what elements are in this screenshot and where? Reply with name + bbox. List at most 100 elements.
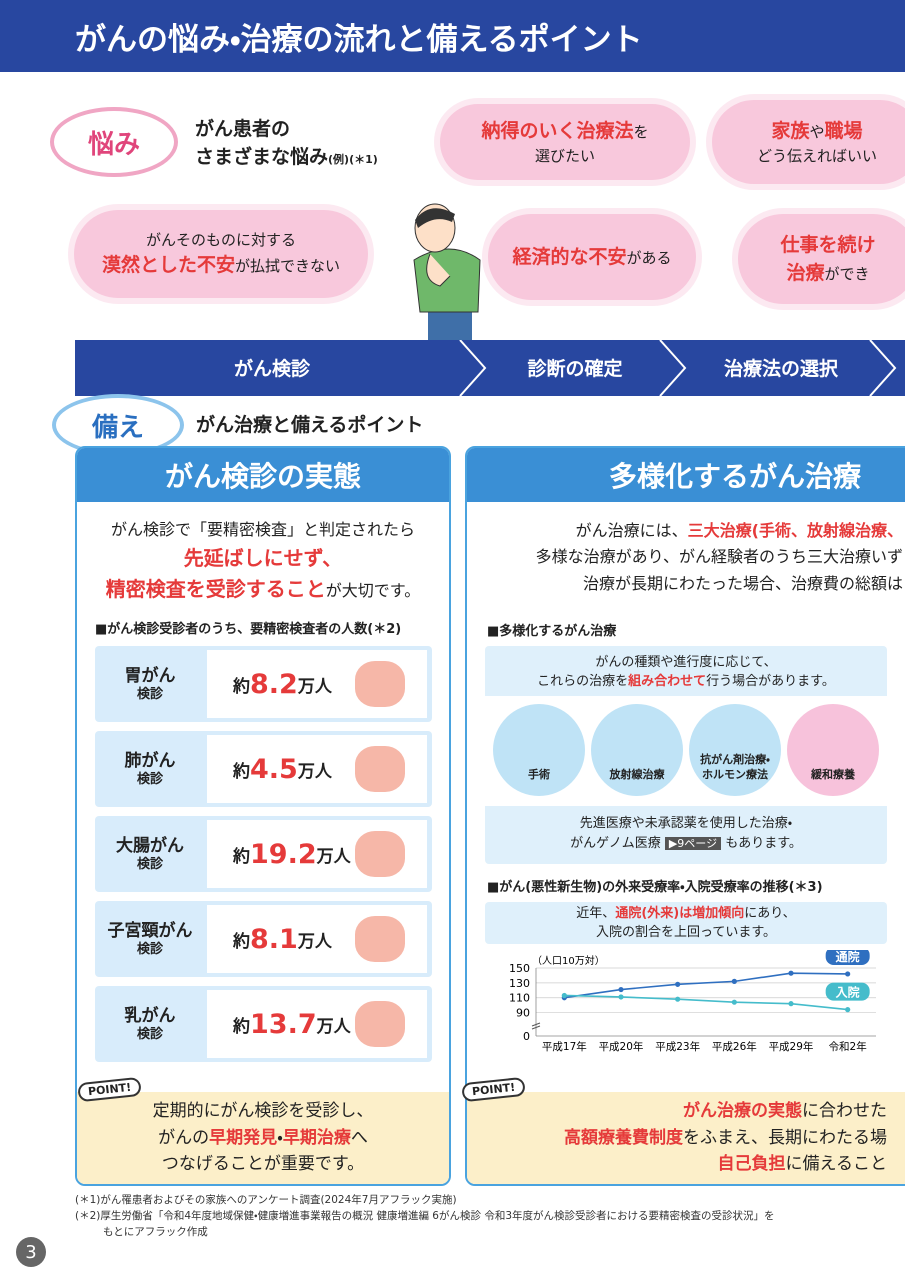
text-segment: に備えること [785,1154,888,1175]
panel-title-text: がん検診の実態 [164,460,361,493]
text-segment: 早期発見 [209,1127,278,1148]
value-number: 19.2 [250,838,317,870]
text-segment: 治療が長期にわたった場合、治療費の総額は [582,573,903,593]
item-name: 乳がん 検診 [95,986,205,1062]
text-segment: がんゲノム医療 [570,836,665,852]
worried-man-illustration [413,203,481,340]
data-point [561,992,567,999]
value-unit: 万人 [297,761,332,782]
text-segment: ▶9ページ [664,837,722,851]
page-title: がんの悩み・治療の流れと備えるポイント [75,22,643,58]
data-point [618,986,624,993]
text-segment: が大切です。 [325,580,421,600]
organ-icon [355,661,405,707]
value-prefix: 約 [233,761,250,782]
text-segment: 治療 [786,262,825,284]
treatment-intro: がん治療には、三大治療(手術、放射線治療、 多様な治療があり、がん経験者のうち三大… [491,518,903,597]
text-line: 納得のいく治療法を [481,117,648,146]
worry-cloud: 経済的な不安がある [488,214,696,300]
footnotes: (＊1)がん罹患者およびその家族へのアンケート調査(2024年7月アフラック実施… [75,1193,775,1240]
text-line: 先延ばしにせず、 [77,543,449,574]
trend-desc: 近年、通院(外来)は増加傾向にあり、 入院の割合を上回っています。 [485,905,887,943]
organ-icon [355,1001,405,1047]
badge-text: 備え [91,412,144,443]
text-segment: 仕事を続け [780,233,876,256]
text-segment: 納得のいく治療法 [481,119,634,142]
x-tick-label: 平成20年 [599,1040,644,1053]
screening-intro: がん検診で「要精密検査」と判定されたら 先延ばしにせず、 精密検査を受診することが大… [77,518,449,605]
flow-bar: がん検診 診断の確定 治療法の選択 [75,340,905,396]
data-point [845,971,851,977]
item-sub: 検診 [136,771,163,787]
item-name: 胃がん 検診 [95,646,205,722]
text-segment: がん患者の [195,118,291,140]
y-tick-label: 90 [516,1007,530,1020]
treatment-panel: 多様化するがん治療 がん治療には、三大治療(手術、放射線治療、 多様な治療があり、… [465,446,905,1186]
chevron [459,340,487,396]
trend-chart: （人口10万対） 0 90 110 130 150 平成17年 平成20年 平成23年 平成26年… [509,950,876,1053]
value-unit: 万人 [297,676,332,697]
text-segment: にあり、 [744,906,796,921]
trend-title: ■がん(悪性新生物)の外来受療率・入院受療率の推移(＊3) [487,876,823,895]
value-prefix: 約 [233,931,250,952]
page-number: 3 [16,1237,46,1267]
text-segment: もあります。 [721,836,802,852]
item-value: 約 8.2 万人 [207,650,427,718]
value-prefix: 約 [233,676,250,697]
text-segment: 抗がん剤治療・ [700,753,770,767]
hair [415,208,455,228]
text-segment: 組み合わせて [628,673,707,689]
screening-item: 乳がん 検診約 13.7 万人 [95,986,432,1062]
text-line: 定期的にがん検診を受診し、 [77,1098,449,1124]
diverse-box: がんの種類や進行度に応じて、 これらの治療を組み合わせて行う場合があります。 手術… [485,646,887,864]
text-segment: 精密検査を受診すること [105,576,326,601]
data-point [618,994,624,1000]
text-segment: 家族 [771,119,810,142]
organ-icon [355,746,405,792]
text-segment: や [809,122,825,141]
text-segment: 選びたい [534,147,595,165]
worry-heading: がん患者の さまざまな悩み(例)(＊1) [195,116,378,171]
panel-title: 多様化するがん治療 [467,448,905,502]
text-line: 手術 [528,768,550,782]
text-segment: (＊3) [788,880,823,895]
text-segment: ホルモン療法 [702,767,768,781]
text-segment: をふまえ、長期にわたる場 [683,1127,887,1148]
treatment-circle: 放射線治療 [591,704,683,796]
text-line: 多様な治療があり、がん経験者のうち三大治療いず [491,544,903,570]
item-name-text: 乳がん [124,1005,176,1026]
text-segment: 多様な治療があり、がん経験者のうち三大治療いず [535,547,903,567]
text-segment: がある [626,248,672,267]
text-segment: ■がん検診受診者のうち、要精密検査者の人数 [95,622,368,637]
prepare-heading: がん治療と備えるポイント [196,414,424,436]
text-line: がんの種類や進行度に応じて、 [485,654,887,673]
data-point [675,981,681,987]
item-value: 約 4.5 万人 [207,735,427,803]
value-number: 13.7 [250,1008,317,1040]
flow-step: がん検診 [234,357,311,380]
text-segment: 三大治療 [687,521,752,540]
text-segment: つなげることが重要です。 [161,1154,365,1175]
text-line: 高額療養費制度をふまえ、長期にわたる場 [467,1125,887,1151]
series-line [564,994,848,1011]
text-line: がん患者の [195,116,378,144]
item-name: 大腸がん 検診 [95,816,205,892]
treatment-circle: 抗がん剤治療・ ホルモン療法 [689,704,781,796]
text-line: これらの治療を組み合わせて行う場合があります。 [485,673,887,692]
value-unit: 万人 [297,931,332,952]
item-name-text: 肺がん [124,750,176,771]
value-prefix: 約 [233,846,250,867]
item-sub: 検診 [136,686,163,702]
shirt [413,248,481,313]
value-number: 8.1 [250,923,298,955]
panel-title: がん検診の実態 [77,448,449,502]
x-tick-label: 平成23年 [655,1040,700,1053]
text-segment: さまざまな悩み [195,145,329,168]
text-line: 精密検査を受診することが大切です。 [77,574,449,605]
text-line: 放射線治療 [610,768,665,782]
value-prefix: 約 [233,1016,250,1037]
text-segment: 職場 [824,119,863,142]
screening-item: 大腸がん 検診約 19.2 万人 [95,816,432,892]
text-segment: がん治療には、 [575,521,688,540]
